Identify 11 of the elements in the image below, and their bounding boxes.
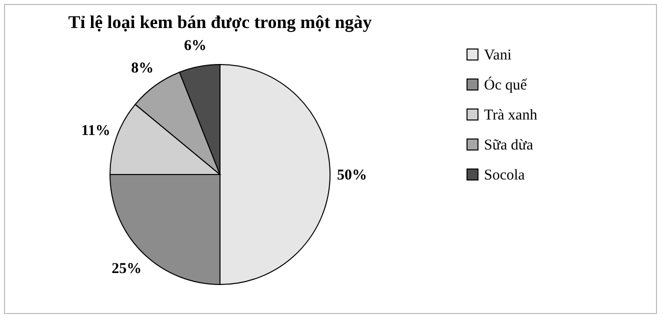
data-label: 50% [337, 168, 367, 184]
legend-label: Óc quế [484, 76, 528, 94]
data-label: 8% [131, 60, 154, 77]
data-label: 6% [184, 38, 207, 54]
legend-label: Vani [484, 48, 512, 64]
data-label: 25% [112, 260, 142, 277]
legend-label: Sữa dừa [484, 138, 534, 154]
legend-label: Trà xanh [484, 108, 538, 124]
data-label: 11% [81, 122, 110, 139]
legend-label: Socola [484, 168, 526, 184]
chart-title: Tỉ lệ loại kem bán được trong một ngày [68, 12, 372, 32]
